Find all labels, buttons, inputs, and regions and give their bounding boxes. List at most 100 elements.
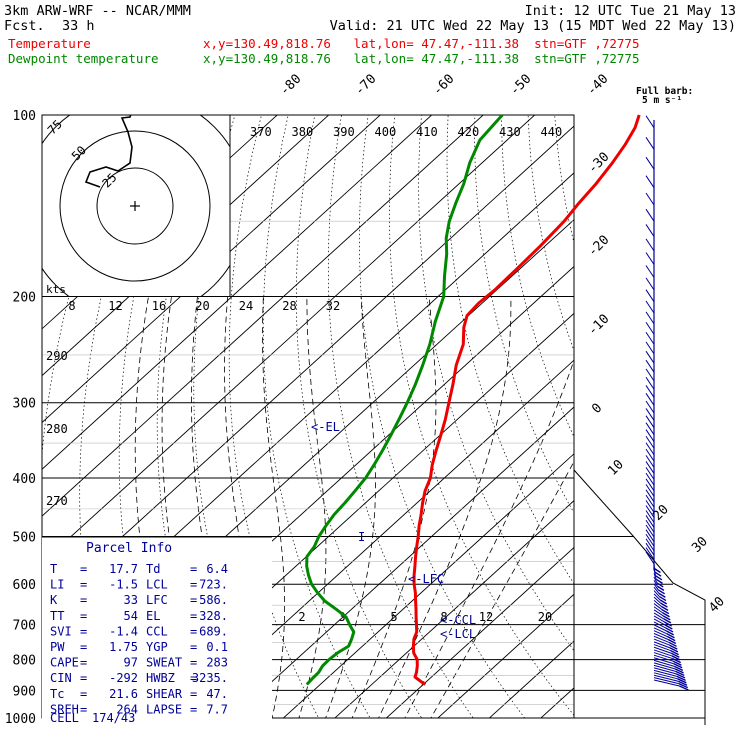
wind-barb-staff-segment bbox=[653, 590, 660, 597]
pressure-label: 100 bbox=[13, 109, 36, 124]
temperature-tick-label: -50 bbox=[507, 72, 534, 99]
wind-barb bbox=[665, 627, 674, 633]
isotherm-line bbox=[540, 687, 574, 718]
wind-barb bbox=[674, 668, 684, 674]
pressure-label: 700 bbox=[13, 619, 36, 634]
wind-barb bbox=[659, 595, 667, 602]
isotherm-line bbox=[179, 359, 574, 718]
wind-barb-column: Full barb: 5 m s⁻¹ bbox=[636, 86, 693, 691]
wind-barb-staff-segment bbox=[653, 669, 678, 677]
wind-barb bbox=[674, 665, 684, 671]
pressure-label: 600 bbox=[13, 578, 36, 593]
dry-adiabat bbox=[156, 115, 217, 718]
dry-adiabat bbox=[358, 115, 526, 718]
hodograph-trace bbox=[84, 115, 133, 188]
wind-barb-staff-segment bbox=[653, 677, 679, 685]
parcel-info-cell: -1.5 bbox=[109, 578, 138, 592]
wind-barb bbox=[672, 657, 682, 664]
parcel-info-cell: 264 bbox=[116, 702, 138, 716]
wind-barb bbox=[662, 612, 670, 618]
dry-adiabat bbox=[228, 115, 320, 718]
theta-side-label: 290 bbox=[46, 349, 68, 363]
lcl-annotation: <-LCL bbox=[440, 627, 476, 641]
wind-barb bbox=[679, 685, 689, 691]
mixing-ratio-labels: 2 3 5 8 12 20 bbox=[298, 610, 552, 624]
wind-barb bbox=[645, 408, 655, 421]
wind-barb bbox=[645, 175, 655, 188]
wind-barb-staff-segment bbox=[653, 646, 672, 654]
parcel-info-cell: YGP bbox=[146, 640, 168, 654]
parcel-info-cell: 54 bbox=[124, 609, 138, 623]
wind-barb bbox=[645, 435, 655, 449]
wind-barb bbox=[645, 519, 655, 533]
parcel-info-cell: 723. bbox=[199, 578, 228, 592]
wind-barb bbox=[673, 663, 683, 669]
isotherm-line bbox=[42, 125, 574, 611]
dewpoint-legend-info: x,y=130.49,818.76 lat,lon= 47.47,-111.38… bbox=[203, 51, 640, 66]
wind-barb bbox=[645, 376, 655, 390]
parcel-info-cell: = bbox=[190, 687, 197, 701]
parcel-info-cell: 328. bbox=[199, 609, 228, 623]
level-tick-marker: I bbox=[358, 530, 365, 544]
wind-barb bbox=[645, 350, 655, 364]
parcel-info-cell: 586. bbox=[199, 593, 228, 607]
wind-barb-staff-segment bbox=[653, 583, 659, 591]
wind-barb-staff-segment bbox=[653, 615, 665, 623]
wind-barb-staff-segment bbox=[653, 679, 680, 687]
dry-adiabat bbox=[474, 115, 574, 514]
moist-adiabat bbox=[224, 296, 250, 718]
wind-barb bbox=[645, 156, 655, 170]
parcel-info-cell: = bbox=[190, 702, 197, 716]
wind-barb bbox=[645, 472, 655, 486]
parcel-info-cell: = bbox=[190, 640, 197, 654]
parcel-info-cell: CCL bbox=[146, 624, 168, 638]
plot-frame bbox=[41, 114, 575, 719]
wind-barb bbox=[645, 542, 655, 556]
pressure-label: 400 bbox=[13, 472, 36, 487]
wind-barb bbox=[675, 670, 685, 677]
hodograph-speed-label: 20 bbox=[195, 299, 209, 313]
wind-barb-staff-segment bbox=[653, 641, 671, 649]
mixing-ratio-label: 3 bbox=[338, 610, 345, 624]
theta-label: 440 bbox=[541, 125, 563, 139]
wind-barb bbox=[645, 510, 655, 523]
mixing-ratio-label: 2 bbox=[298, 610, 305, 624]
wind-barb bbox=[667, 638, 677, 645]
parcel-info-cell: 97 bbox=[124, 656, 138, 670]
parcel-info-cell: = bbox=[190, 624, 197, 638]
mixing-ratio-label: 8 bbox=[440, 610, 447, 624]
wind-barb bbox=[660, 605, 669, 611]
parcel-info-cell: = bbox=[190, 671, 197, 685]
isotherm-line bbox=[437, 593, 574, 718]
parcel-info-cell: 1.75 bbox=[109, 640, 138, 654]
theta-label: 380 bbox=[292, 125, 314, 139]
hodograph-speed-label: 16 bbox=[152, 299, 166, 313]
wind-barb-staff-segment bbox=[653, 659, 675, 667]
parcel-info-cell: = bbox=[80, 624, 87, 638]
diagram-boundary bbox=[573, 469, 706, 725]
wind-barb bbox=[645, 208, 655, 222]
moist-adiabat bbox=[378, 296, 512, 718]
theta-label: 410 bbox=[416, 125, 438, 139]
wind-barb bbox=[645, 484, 655, 497]
wind-barb bbox=[654, 571, 662, 577]
el-annotation: <-EL bbox=[311, 420, 340, 434]
dewpoint-legend-label: Dewpoint temperature bbox=[8, 51, 159, 66]
dry-adiabat bbox=[418, 115, 574, 652]
wind-barb bbox=[645, 515, 655, 528]
dewpoint-trace bbox=[305, 113, 504, 686]
pressure-label: 300 bbox=[13, 397, 36, 412]
hodograph-inset: 75 50 25 kts bbox=[42, 115, 231, 296]
temperature-trace bbox=[411, 114, 641, 686]
moist-adiabat-grid bbox=[134, 296, 574, 718]
wind-barb-staff-segment bbox=[653, 596, 661, 604]
temperature-tick-label: -70 bbox=[352, 72, 379, 99]
wind-barb-staff-segment bbox=[653, 593, 661, 601]
moist-adiabat bbox=[351, 296, 437, 718]
wind-barb bbox=[645, 393, 655, 406]
wind-barb bbox=[645, 533, 655, 547]
wind-barb bbox=[657, 585, 665, 591]
wind-barb bbox=[662, 615, 671, 621]
parcel-info-cell: PW bbox=[50, 640, 65, 654]
barb-legend-value: 5 m s⁻¹ bbox=[642, 95, 682, 106]
